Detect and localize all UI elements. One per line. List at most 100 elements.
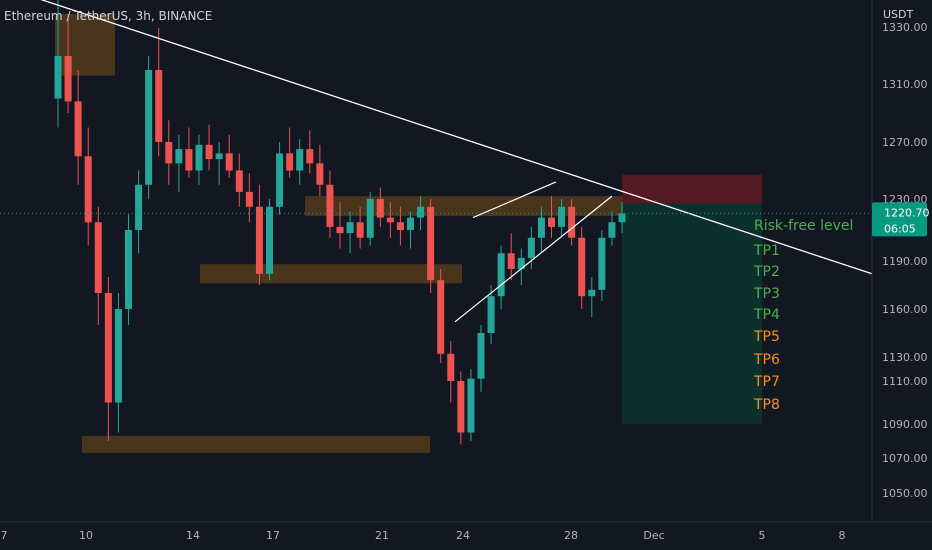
candle-body bbox=[255, 206, 263, 274]
candle-body bbox=[185, 149, 193, 171]
time-tick-label: 24 bbox=[456, 529, 470, 542]
candle bbox=[527, 226, 535, 269]
candle bbox=[165, 120, 173, 185]
candle-body bbox=[155, 70, 163, 142]
price-tick-label: 1310.00 bbox=[882, 78, 928, 91]
candle-body bbox=[326, 184, 334, 227]
candle-body bbox=[598, 237, 606, 290]
candle bbox=[266, 199, 273, 281]
candle-body bbox=[376, 199, 384, 218]
candle-body bbox=[366, 199, 374, 238]
candle bbox=[427, 199, 435, 293]
candle-body bbox=[336, 226, 344, 234]
currency-label: USDT bbox=[883, 8, 914, 21]
candle-body bbox=[175, 149, 183, 164]
risk-free-label: Risk-free level bbox=[754, 218, 853, 234]
candle-body bbox=[457, 381, 465, 433]
candle bbox=[135, 170, 143, 254]
candle-body bbox=[104, 293, 112, 403]
symbol-title: Ethereum / TetherUS, 3h, BINANCE bbox=[4, 9, 213, 23]
price-tick-label-partial: 1330.00 bbox=[882, 21, 928, 34]
candle bbox=[185, 127, 193, 178]
candle bbox=[467, 369, 475, 441]
candle bbox=[507, 233, 515, 281]
candle-body bbox=[145, 70, 153, 185]
zone-bottom-support bbox=[82, 435, 430, 453]
candle-body bbox=[215, 153, 223, 160]
descending-trendline bbox=[40, 0, 873, 275]
time-tick-label: 7 bbox=[1, 529, 8, 542]
candle-body bbox=[84, 156, 92, 223]
candle-body bbox=[356, 222, 364, 238]
candle-body bbox=[74, 101, 82, 157]
candle-body bbox=[618, 213, 626, 223]
candle bbox=[477, 325, 485, 392]
tp-labels: Risk-free level TP1 TP2 TP3 TP4 TP5 TP6 TP7 TP8 bbox=[753, 218, 853, 413]
candle-body bbox=[114, 309, 122, 403]
candle-body bbox=[417, 206, 425, 218]
candle-body bbox=[558, 206, 566, 227]
candle bbox=[64, 14, 72, 113]
candle bbox=[487, 285, 495, 345]
candle bbox=[578, 226, 586, 309]
price-tick-label: 1160.00 bbox=[882, 303, 928, 316]
tp-label: TP5 bbox=[753, 329, 780, 345]
candle bbox=[598, 230, 606, 301]
candle-body bbox=[135, 184, 143, 230]
candle-body bbox=[578, 237, 586, 297]
wedge-upper-line bbox=[472, 181, 557, 219]
candle-body bbox=[225, 153, 233, 171]
tp-label: TP1 bbox=[753, 243, 780, 259]
candle-body bbox=[266, 206, 273, 274]
price-tick-label: 1090.00 bbox=[882, 418, 928, 431]
candle-body bbox=[245, 191, 253, 207]
candle bbox=[497, 245, 505, 309]
price-tag-value: 1220.70 bbox=[884, 206, 930, 219]
candle bbox=[537, 206, 545, 254]
trendlines-layer bbox=[40, 0, 873, 323]
time-tick-label: 5 bbox=[759, 529, 766, 542]
candle bbox=[326, 170, 334, 238]
price-tag-countdown: 06:05 bbox=[884, 222, 916, 235]
candle-body bbox=[608, 222, 616, 238]
candle-body bbox=[125, 230, 132, 309]
candle bbox=[437, 269, 445, 363]
time-tick-label: 17 bbox=[266, 529, 280, 542]
tp-label: TP7 bbox=[753, 374, 780, 390]
tp-label: TP8 bbox=[753, 397, 780, 413]
candle-body bbox=[165, 142, 173, 164]
candle bbox=[346, 211, 354, 254]
price-tick-label: 1270.00 bbox=[882, 136, 928, 149]
candle-body bbox=[407, 217, 414, 230]
zone-top-zone bbox=[55, 14, 115, 76]
candle bbox=[568, 199, 576, 246]
candle bbox=[588, 277, 596, 317]
candle bbox=[558, 199, 566, 238]
candle-body bbox=[467, 378, 475, 433]
time-tick-label: 28 bbox=[564, 529, 578, 542]
zone-mid-support bbox=[200, 264, 462, 284]
candle bbox=[618, 202, 626, 234]
candle bbox=[386, 202, 394, 238]
candle bbox=[316, 144, 324, 197]
candle-body bbox=[346, 222, 354, 234]
price-tick-label: 1190.00 bbox=[882, 255, 928, 268]
candle bbox=[255, 184, 263, 285]
candle bbox=[84, 127, 92, 246]
price-tick-label: 1110.00 bbox=[882, 375, 928, 388]
candle-body bbox=[447, 353, 455, 381]
candle-body bbox=[517, 257, 525, 269]
tp-label: TP2 bbox=[753, 264, 780, 280]
price-tick-label: 1070.00 bbox=[882, 452, 928, 465]
candle-body bbox=[568, 206, 576, 238]
candle bbox=[245, 173, 253, 223]
candle bbox=[407, 211, 414, 249]
price-tick-label: 1130.00 bbox=[882, 351, 928, 364]
candle-body bbox=[497, 253, 505, 297]
candle-body bbox=[527, 237, 535, 258]
time-tick-label: Dec bbox=[643, 529, 664, 542]
zones-layer bbox=[55, 14, 622, 453]
candle bbox=[447, 341, 455, 403]
